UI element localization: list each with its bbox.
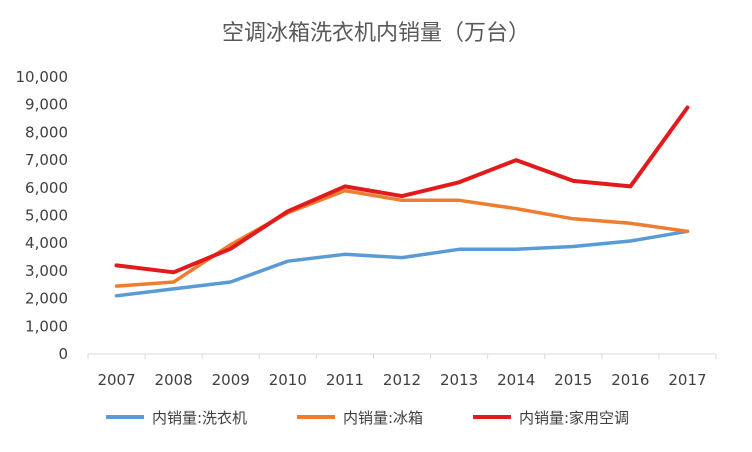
- x-tick-label: 2014: [497, 371, 535, 389]
- chart-title: 空调冰箱洗衣机内销量（万台）: [222, 21, 530, 46]
- x-tick-label: 2012: [383, 371, 421, 389]
- series-line-3: [114, 105, 690, 275]
- y-tick-label: 10,000: [16, 68, 69, 86]
- series-line-1: [114, 229, 690, 298]
- x-axis-tick-marks: [87, 354, 717, 359]
- x-tick-label: 2015: [554, 371, 592, 389]
- x-axis-tick-labels: 2007 2008 2009 2010 2011 2012 2013 2014 2015 2016…: [97, 371, 706, 389]
- y-tick-label: 9,000: [25, 96, 68, 114]
- x-tick-label: 2010: [269, 371, 307, 389]
- x-tick-label: 2011: [326, 371, 364, 389]
- y-tick-label: 6,000: [25, 179, 68, 197]
- x-tick-label: 2009: [212, 371, 250, 389]
- series-lines: [114, 105, 690, 298]
- x-tick-label: 2016: [611, 371, 649, 389]
- y-tick-label: 0: [58, 345, 68, 363]
- x-tick-label: 2007: [97, 371, 135, 389]
- x-tick-label: 2017: [668, 371, 706, 389]
- y-tick-label: 2,000: [25, 290, 68, 308]
- x-tick-label: 2008: [155, 371, 193, 389]
- legend-label-1: 内销量:洗衣机: [152, 409, 247, 427]
- x-tick-label: 2013: [440, 371, 478, 389]
- y-tick-label: 5,000: [25, 207, 68, 225]
- y-tick-label: 8,000: [25, 123, 68, 141]
- legend-label-3: 内销量:家用空调: [519, 409, 629, 427]
- y-tick-label: 3,000: [25, 262, 68, 280]
- y-tick-label: 1,000: [25, 317, 68, 335]
- legend-label-2: 内销量:冰箱: [343, 409, 423, 427]
- legend: 内销量:洗衣机 内销量:冰箱 内销量:家用空调: [106, 409, 629, 427]
- series-line-2: [114, 188, 690, 288]
- y-tick-label: 4,000: [25, 234, 68, 252]
- y-tick-label: 7,000: [25, 151, 68, 169]
- y-axis-tick-labels: 0 1,000 2,000 3,000 4,000 5,000 6,000 7,000 8,00…: [16, 68, 69, 363]
